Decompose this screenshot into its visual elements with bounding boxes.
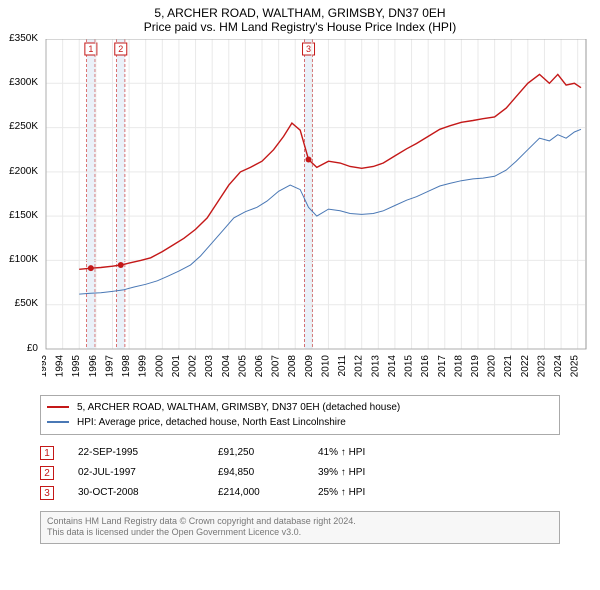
footer-line-1: Contains HM Land Registry data © Crown c… <box>47 516 553 528</box>
sale-row: 3 30-OCT-2008£214,00025% ↑ HPI <box>40 483 560 503</box>
svg-text:2012: 2012 <box>354 354 365 377</box>
y-tick-label: £50K <box>0 298 38 309</box>
svg-text:2002: 2002 <box>188 354 199 377</box>
svg-text:2007: 2007 <box>271 354 282 377</box>
svg-text:2000: 2000 <box>154 354 165 377</box>
svg-text:3: 3 <box>306 44 311 54</box>
y-tick-label: £350K <box>0 33 38 44</box>
sale-row: 1 22-SEP-1995£91,25041% ↑ HPI <box>40 443 560 463</box>
chart-titles: 5, ARCHER ROAD, WALTHAM, GRIMSBY, DN37 0… <box>0 0 600 35</box>
sale-date: 02-JUL-1997 <box>78 467 218 478</box>
svg-text:1994: 1994 <box>55 354 66 377</box>
legend-label: 5, ARCHER ROAD, WALTHAM, GRIMSBY, DN37 0… <box>77 400 400 415</box>
footer-line-2: This data is licensed under the Open Gov… <box>47 527 553 539</box>
legend-swatch <box>47 421 69 423</box>
sale-pct: 39% ↑ HPI <box>318 467 408 478</box>
y-tick-label: £150K <box>0 210 38 221</box>
svg-text:2013: 2013 <box>370 354 381 377</box>
y-tick-label: £0 <box>0 343 38 354</box>
svg-text:1: 1 <box>88 44 93 54</box>
svg-text:1997: 1997 <box>104 354 115 377</box>
svg-text:2004: 2004 <box>221 354 232 377</box>
svg-text:2011: 2011 <box>337 354 348 376</box>
legend-label: HPI: Average price, detached house, Nort… <box>77 415 346 430</box>
svg-text:2022: 2022 <box>520 354 531 377</box>
y-tick-label: £200K <box>0 166 38 177</box>
legend: 5, ARCHER ROAD, WALTHAM, GRIMSBY, DN37 0… <box>40 395 560 435</box>
title-line-2: Price paid vs. HM Land Registry's House … <box>0 20 600 34</box>
legend-swatch <box>47 406 69 408</box>
svg-text:1998: 1998 <box>121 354 132 377</box>
svg-text:2001: 2001 <box>171 354 182 377</box>
svg-text:2010: 2010 <box>320 354 331 377</box>
y-tick-label: £100K <box>0 254 38 265</box>
title-line-1: 5, ARCHER ROAD, WALTHAM, GRIMSBY, DN37 0… <box>0 6 600 20</box>
svg-text:2009: 2009 <box>304 354 315 377</box>
svg-text:2021: 2021 <box>503 354 514 377</box>
sale-price: £91,250 <box>218 447 318 458</box>
svg-text:2014: 2014 <box>387 354 398 377</box>
sale-pct: 25% ↑ HPI <box>318 487 408 498</box>
svg-text:2008: 2008 <box>287 354 298 377</box>
price-chart: 1 2 3 1993 1994 1995 1996 1997 1998 1999 2000 2001 2… <box>42 39 590 389</box>
svg-text:2017: 2017 <box>437 354 448 377</box>
sale-badge: 1 <box>40 446 54 460</box>
page: 5, ARCHER ROAD, WALTHAM, GRIMSBY, DN37 0… <box>0 0 600 590</box>
svg-text:1993: 1993 <box>42 354 49 377</box>
sale-row: 2 02-JUL-1997£94,85039% ↑ HPI <box>40 463 560 483</box>
svg-text:2003: 2003 <box>204 354 215 377</box>
svg-text:2006: 2006 <box>254 354 265 377</box>
svg-text:1996: 1996 <box>88 354 99 377</box>
sale-badge: 2 <box>40 466 54 480</box>
legend-row: 5, ARCHER ROAD, WALTHAM, GRIMSBY, DN37 0… <box>47 400 553 415</box>
svg-text:1999: 1999 <box>138 354 149 377</box>
sale-date: 30-OCT-2008 <box>78 487 218 498</box>
svg-text:2020: 2020 <box>487 354 498 377</box>
svg-text:2019: 2019 <box>470 354 481 377</box>
svg-text:2024: 2024 <box>553 354 564 377</box>
sales-table: 1 22-SEP-1995£91,25041% ↑ HPI 2 02-JUL-1997… <box>40 443 560 503</box>
sale-date: 22-SEP-1995 <box>78 447 218 458</box>
svg-text:2: 2 <box>118 44 123 54</box>
sale-price: £214,000 <box>218 487 318 498</box>
svg-text:2016: 2016 <box>420 354 431 377</box>
y-tick-label: £300K <box>0 77 38 88</box>
svg-text:2023: 2023 <box>536 354 547 377</box>
legend-row: HPI: Average price, detached house, Nort… <box>47 415 553 430</box>
sale-pct: 41% ↑ HPI <box>318 447 408 458</box>
chart-area: 1 2 3 1993 1994 1995 1996 1997 1998 1999 2000 2001 2… <box>42 39 590 389</box>
svg-text:1995: 1995 <box>71 354 82 377</box>
svg-text:2015: 2015 <box>404 354 415 377</box>
footer-attribution: Contains HM Land Registry data © Crown c… <box>40 511 560 544</box>
svg-text:2025: 2025 <box>570 354 581 377</box>
svg-text:2018: 2018 <box>453 354 464 377</box>
svg-text:2005: 2005 <box>237 354 248 377</box>
y-tick-label: £250K <box>0 121 38 132</box>
sale-price: £94,850 <box>218 467 318 478</box>
sale-badge: 3 <box>40 486 54 500</box>
